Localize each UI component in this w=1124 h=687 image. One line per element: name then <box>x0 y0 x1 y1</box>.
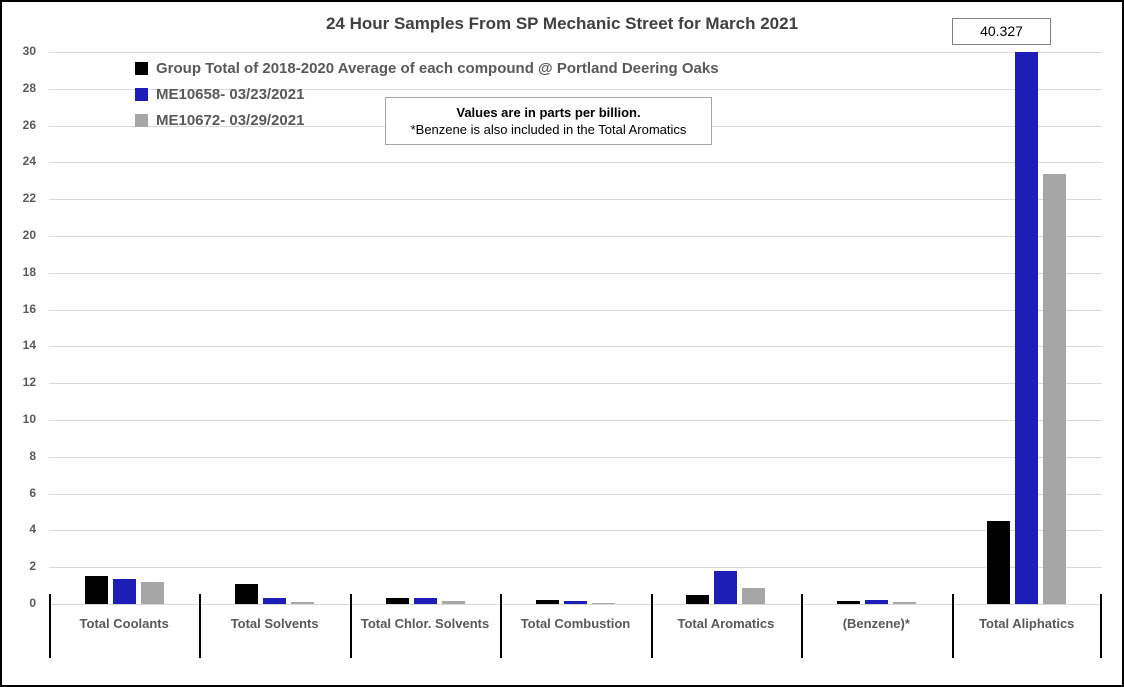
y-tick-label: 28 <box>22 80 36 95</box>
bar-group <box>651 52 801 604</box>
legend-label-series2: ME10658- 03/23/2021 <box>156 85 305 103</box>
bar <box>385 597 409 604</box>
chart-title: 24 Hour Samples From SP Mechanic Street … <box>325 14 799 33</box>
bar <box>291 601 315 604</box>
bar-group <box>500 52 650 604</box>
gridline <box>49 567 1102 569</box>
bar <box>535 599 559 604</box>
gridline <box>49 604 1102 605</box>
y-tick-label: 10 <box>22 412 36 426</box>
bar <box>563 601 587 604</box>
y-tick-label: 4 <box>29 522 36 537</box>
bar <box>263 598 287 604</box>
legend-label-series3: ME10672- 03/29/2021 <box>156 111 305 129</box>
max-value-callout: 40.327 <box>952 18 1051 45</box>
legend-item-series1: Group Total of 2018-2020 Average of each… <box>135 59 719 77</box>
y-tick-label: 24 <box>22 154 36 169</box>
gridline <box>49 199 1102 201</box>
y-tick-label: 26 <box>22 117 36 132</box>
legend-item-series3: ME10672- 03/29/2021 <box>135 111 719 129</box>
plot-area <box>49 52 1102 604</box>
x-axis-label: Total Solvents <box>230 616 319 631</box>
bar <box>413 598 437 604</box>
y-tick-label: 20 <box>22 228 36 242</box>
gridline <box>49 530 1102 532</box>
y-axis: 0 2 4 6 8 10 12 14 16 18 20 22 24 26 28 30 <box>2 44 40 610</box>
annotation-line2: *Benzene is also included in the Total A… <box>410 122 687 137</box>
bar <box>836 600 860 604</box>
bar <box>686 594 710 604</box>
gridline <box>49 272 1102 274</box>
annotation-line1: Values are in parts per billion. <box>456 105 641 120</box>
gridline <box>49 383 1102 385</box>
gridline <box>49 309 1102 311</box>
bar-group <box>801 52 951 604</box>
bar <box>892 601 916 604</box>
y-tick-label: 0 <box>29 596 36 610</box>
bar-group <box>952 52 1102 604</box>
x-axis-label: Total Coolants <box>79 616 169 631</box>
annotation-box: Values are in parts per billion. *Benzen… <box>385 97 712 145</box>
gridline <box>49 162 1102 164</box>
x-axis-label: Total Chlor. Solvents <box>360 616 490 631</box>
bar <box>235 583 259 604</box>
bar <box>742 588 766 604</box>
y-tick-label: 8 <box>29 448 36 463</box>
x-axis: Total Coolants Total Solvents Total Chlor.… <box>49 610 1102 662</box>
legend-label-series1: Group Total of 2018-2020 Average of each… <box>156 59 719 77</box>
legend: Group Total of 2018-2020 Average of each… <box>135 59 719 137</box>
bar <box>714 570 738 604</box>
x-axis-label: Total Combustion <box>520 616 631 631</box>
y-tick-label: 6 <box>29 485 36 500</box>
y-tick-label: 30 <box>22 44 36 58</box>
y-tick-label: 12 <box>22 375 36 390</box>
legend-item-series2: ME10658- 03/23/2021 <box>135 85 719 103</box>
series1-swatch-icon <box>135 61 148 75</box>
bar <box>591 602 615 604</box>
bar <box>441 600 465 604</box>
bar <box>84 576 108 604</box>
bar <box>112 579 136 604</box>
y-tick-label: 2 <box>29 559 36 574</box>
bar-group <box>350 52 500 604</box>
y-tick-label: 16 <box>22 301 36 316</box>
series3-swatch-icon <box>135 113 148 127</box>
bar <box>1015 52 1039 604</box>
bar <box>864 599 888 604</box>
gridline <box>49 456 1102 458</box>
bar <box>140 581 164 604</box>
gridline <box>49 88 1102 90</box>
bar <box>1043 174 1067 604</box>
y-tick-label: 14 <box>22 338 36 353</box>
bar-group <box>199 52 349 604</box>
bar <box>987 521 1011 604</box>
x-axis-label: Total Aliphatics <box>979 616 1075 631</box>
gridline <box>49 346 1102 348</box>
gridline <box>49 236 1102 237</box>
y-tick-label: 22 <box>22 191 36 206</box>
series2-swatch-icon <box>135 87 148 101</box>
gridline <box>49 52 1102 53</box>
x-axis-label: Total Aromatics <box>677 616 775 631</box>
bar-group <box>49 52 199 604</box>
x-axis-label: (Benzene)* <box>842 616 910 631</box>
y-tick-label: 18 <box>22 264 36 279</box>
gridline <box>49 493 1102 495</box>
gridline <box>49 420 1102 421</box>
